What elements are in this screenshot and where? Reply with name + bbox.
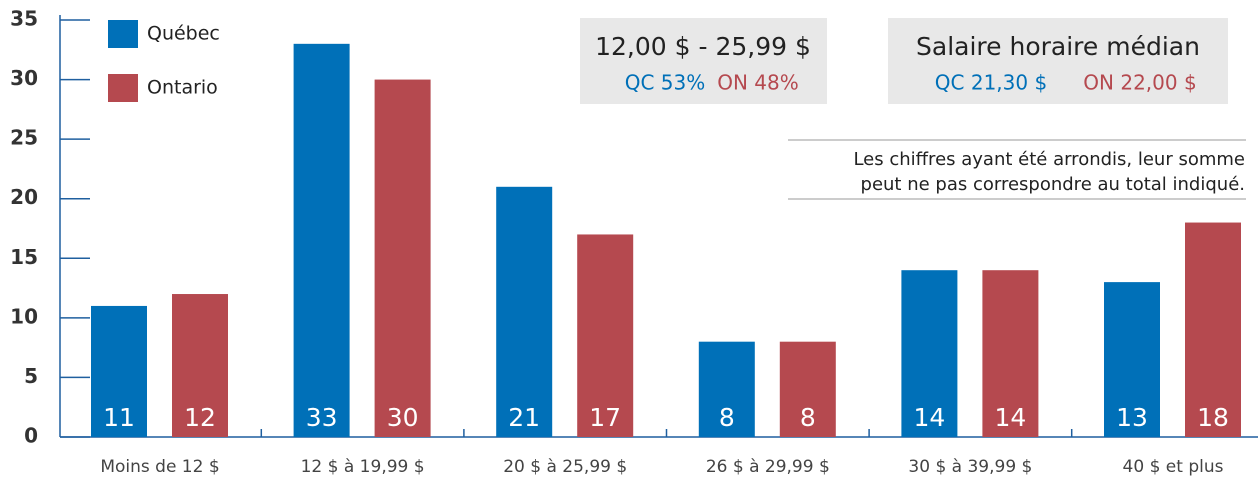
legend-label: Ontario	[147, 77, 218, 99]
bar	[293, 43, 350, 437]
value-label: 12	[184, 403, 216, 432]
value-label: 17	[589, 403, 621, 432]
annotation-title: Salaire horaire médian	[916, 32, 1200, 61]
y-tick-label: 35	[10, 7, 38, 31]
y-tick-label: 10	[10, 304, 38, 328]
x-tick-label: 26 $ à 29,99 $	[706, 457, 830, 477]
value-label: 30	[387, 403, 419, 432]
bar	[1104, 282, 1160, 437]
value-label: 21	[508, 403, 540, 432]
annotation-item: ON 48%	[717, 71, 799, 95]
legend-label: Québec	[147, 23, 220, 45]
legend-swatch	[108, 20, 138, 48]
value-label: 13	[1116, 403, 1148, 432]
legend-swatch	[108, 74, 138, 102]
annotation-item: QC 53%	[625, 71, 706, 95]
x-tick-label: 12 $ à 19,99 $	[301, 457, 425, 477]
x-tick-label: 30 $ à 39,99 $	[908, 457, 1032, 477]
value-label: 8	[719, 403, 735, 432]
y-tick-label: 25	[10, 126, 38, 150]
x-tick-label: Moins de 12 $	[100, 457, 219, 477]
y-tick-label: 30	[10, 66, 38, 90]
bar	[901, 270, 958, 437]
y-tick-label: 15	[10, 245, 38, 269]
value-label: 18	[1197, 403, 1229, 432]
bar	[577, 234, 634, 437]
annotation-box	[888, 18, 1228, 104]
bar	[91, 305, 147, 437]
note: peut ne pas correspondre au total indiqu…	[861, 174, 1245, 195]
annotation-item: QC 21,30 $	[935, 71, 1047, 95]
y-tick-label: 5	[24, 364, 38, 388]
bar	[779, 341, 836, 437]
bar	[374, 79, 431, 438]
annotation-item: ON 22,00 $	[1083, 71, 1196, 95]
y-tick-label: 0	[24, 424, 38, 448]
value-label: 11	[103, 403, 135, 432]
annotation-box	[580, 18, 827, 104]
bar	[698, 341, 755, 437]
x-tick-label: 40 $ et plus	[1123, 457, 1224, 477]
bar	[982, 270, 1039, 437]
value-label: 8	[800, 403, 816, 432]
bar	[172, 294, 228, 437]
value-label: 33	[306, 403, 338, 432]
value-label: 14	[913, 403, 945, 432]
y-tick-label: 20	[10, 185, 38, 209]
bar	[496, 186, 553, 437]
bar	[1185, 222, 1241, 437]
annotation-title: 12,00 $ - 25,99 $	[595, 32, 811, 61]
note: Les chiffres ayant été arrondis, leur so…	[853, 149, 1245, 170]
x-tick-label: 20 $ à 25,99 $	[503, 457, 627, 477]
value-label: 14	[994, 403, 1026, 432]
